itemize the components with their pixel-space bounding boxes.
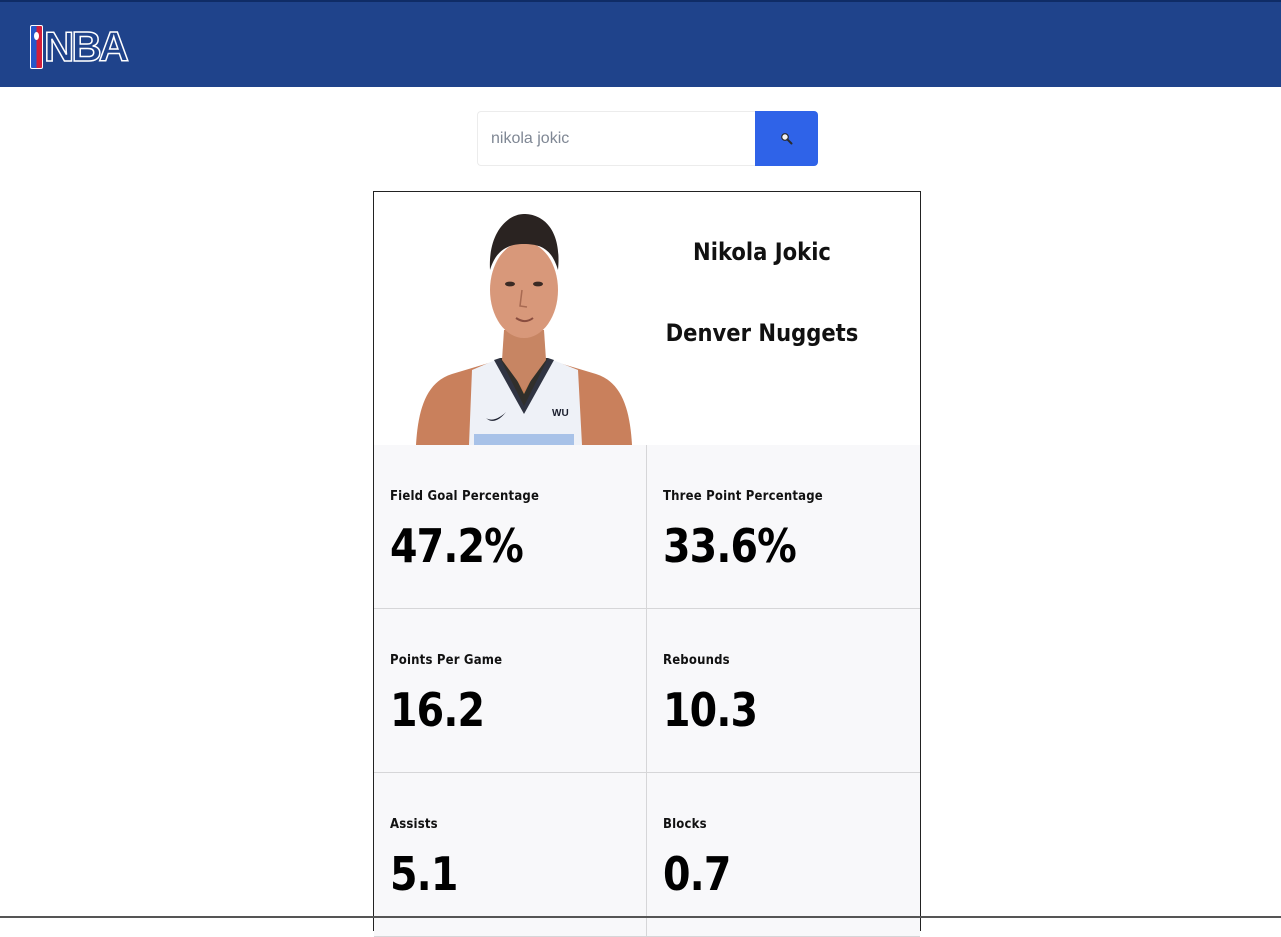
stat-value: 33.6% <box>663 519 797 573</box>
player-name: Nikola Jokic <box>693 238 831 266</box>
stat-label: Field Goal Percentage <box>390 489 540 504</box>
stat-assists: Assists 5.1 <box>374 773 647 937</box>
player-search <box>477 111 818 166</box>
stat-value: 16.2 <box>390 683 485 737</box>
stats-grid: Field Goal Percentage 47.2% Three Point … <box>374 445 920 937</box>
player-headshot: WU <box>416 214 632 445</box>
stat-value: 5.1 <box>390 847 458 901</box>
stat-label: Assists <box>390 817 438 832</box>
search-icon <box>780 132 792 144</box>
stat-label: Three Point Percentage <box>663 489 823 504</box>
player-header: WU Nikola Jokic Denver Nuggets <box>374 192 920 445</box>
player-card: WU Nikola Jokic Denver Nuggets Field Goa… <box>373 191 921 937</box>
stat-field-goal-percentage: Field Goal Percentage 47.2% <box>374 445 647 609</box>
stat-label: Blocks <box>663 817 707 832</box>
stat-label: Rebounds <box>663 653 730 668</box>
svg-text:WU: WU <box>552 408 569 419</box>
stat-points-per-game: Points Per Game 16.2 <box>374 609 647 773</box>
stat-value: 10.3 <box>663 683 758 737</box>
search-button[interactable] <box>755 111 818 166</box>
stat-label: Points Per Game <box>390 653 503 668</box>
search-input[interactable] <box>477 111 755 166</box>
team-name: Denver Nuggets <box>665 319 859 347</box>
viewport-bottom-border <box>0 916 1281 918</box>
nba-logo-text: NBA <box>43 22 130 70</box>
stat-value: 0.7 <box>663 847 731 901</box>
stat-rebounds: Rebounds 10.3 <box>647 609 920 773</box>
top-navbar: NBA <box>0 0 1281 87</box>
nba-logo[interactable]: NBA <box>30 22 130 70</box>
stat-blocks: Blocks 0.7 <box>647 773 920 937</box>
stat-three-point-percentage: Three Point Percentage 33.6% <box>647 445 920 609</box>
nba-logo-mark <box>30 24 43 69</box>
stat-value: 47.2% <box>390 519 524 573</box>
